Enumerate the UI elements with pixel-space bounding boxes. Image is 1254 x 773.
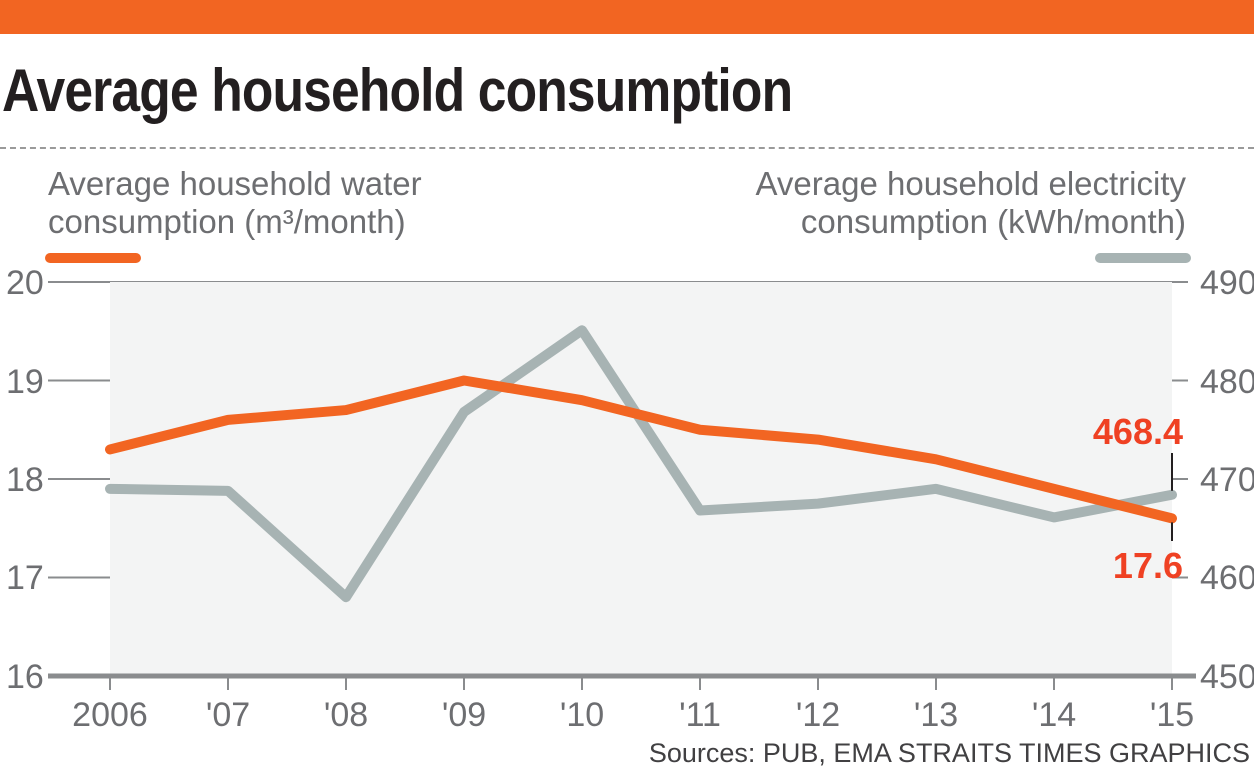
x-tick-label: '11: [679, 696, 721, 734]
x-tick-label: '14: [1032, 696, 1076, 734]
right-tick-label: 490: [1200, 264, 1254, 302]
chart-title: Average household consumption: [2, 57, 793, 124]
left-tick-label: 16: [6, 658, 44, 696]
electricity-series-line: [105, 325, 1177, 603]
annotation-electricity-last: 468.4: [1093, 411, 1183, 452]
series-lines: [105, 325, 1177, 603]
right-tick-label: 470: [1200, 461, 1254, 499]
left-tick-label: 19: [6, 363, 44, 401]
title-divider: [0, 147, 1254, 149]
annotations: 468.4 17.6: [1093, 411, 1186, 586]
x-tick-label: '07: [206, 696, 250, 734]
tick-labels: 20 19 18 17 16 490 480 470 460 450: [6, 264, 1254, 696]
source-credit: Sources: PUB, EMA STRAITS TIMES GRAPHICS: [649, 738, 1250, 768]
x-tick-label: '15: [1150, 696, 1194, 734]
left-tick-label: 17: [6, 559, 44, 597]
right-tick-label: 480: [1200, 363, 1254, 401]
x-tick-label: 2006: [72, 696, 148, 734]
legend-electricity-line2: consumption (kWh/month): [801, 203, 1186, 240]
legend-water-line1: Average household water: [48, 165, 422, 202]
x-tick-label: '13: [914, 696, 958, 734]
x-tick-label: '09: [442, 696, 486, 734]
left-tick-label: 18: [6, 461, 44, 499]
legends: Average household water consumption (m³/…: [45, 165, 1191, 263]
axes: [48, 673, 1196, 690]
left-tick-label: 20: [6, 264, 44, 302]
annotation-water-last: 17.6: [1113, 545, 1183, 586]
x-tick-label: '08: [324, 696, 368, 734]
top-accent-bar: [0, 0, 1254, 34]
water-series-line: [105, 375, 1177, 524]
x-tick-label: '10: [560, 696, 604, 734]
x-tick-label: '12: [796, 696, 840, 734]
x-tick-labels: 2006 '07 '08 '09 '10 '11 '12 '13 '14 '15: [72, 696, 1194, 734]
right-tick-label: 460: [1200, 559, 1254, 597]
legend-electricity-line1: Average household electricity: [756, 165, 1187, 202]
right-tick-label: 450: [1200, 658, 1254, 696]
legend-water-line2: consumption (m³/month): [48, 203, 406, 240]
